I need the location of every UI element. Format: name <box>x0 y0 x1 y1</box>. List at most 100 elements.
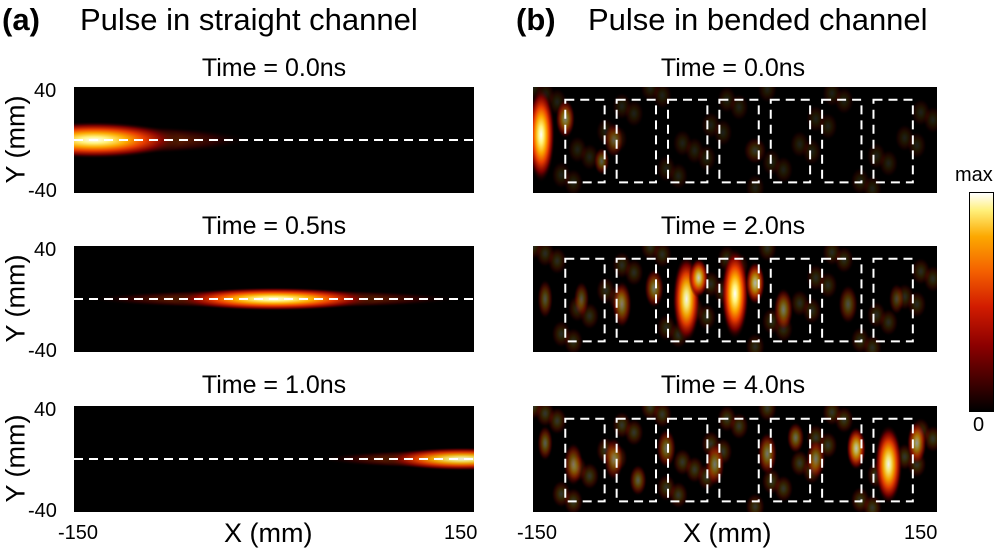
field-hotspot <box>805 439 826 479</box>
colorbar <box>969 192 994 412</box>
panel-b-plot-1 <box>533 87 937 193</box>
field-hotspot <box>773 287 794 332</box>
channel-wall-dashed <box>821 257 863 343</box>
panel-a-plot-2-svg <box>74 246 474 352</box>
y-tick-bottom-3: -40 <box>28 500 57 522</box>
panel-a-x-tick-right: 150 <box>444 522 478 544</box>
panel-b-x-axis-label: X (mm) <box>683 518 772 548</box>
field-speckle <box>834 246 855 274</box>
panel-b-plot-1-svg <box>533 87 937 193</box>
channel-wall-dashed <box>615 257 658 343</box>
y-tick-bottom-1: -40 <box>28 180 57 202</box>
field-hotspot <box>563 442 584 487</box>
field-speckle <box>922 264 937 293</box>
field-hotspot <box>838 284 859 325</box>
field-hotspot <box>757 431 778 476</box>
field-hotspot <box>573 281 590 317</box>
colorbar-max-label: max <box>955 164 993 186</box>
panel-a-title: Pulse in straight channel <box>80 2 418 37</box>
field-speckle <box>801 137 822 166</box>
colorbar-min-label: 0 <box>973 414 985 436</box>
field-speckle <box>773 474 794 503</box>
field-speckle <box>624 418 644 447</box>
field-speckle <box>834 87 855 115</box>
field-hotspot <box>846 426 867 471</box>
field-speckle <box>563 487 584 512</box>
panel-b-time-3: Time = 4.0ns <box>660 371 806 399</box>
field-speckle <box>563 327 584 352</box>
field-speckle <box>563 168 584 193</box>
field-speckle <box>624 99 644 128</box>
panel-a-plot-2 <box>74 246 474 352</box>
y-tick-top-1: 40 <box>34 80 57 102</box>
field-hotspot <box>745 261 766 306</box>
field-speckle <box>773 155 794 184</box>
field-hotspot <box>533 87 556 183</box>
field-hotspot <box>906 421 927 466</box>
channel-wall-dashed <box>769 417 812 503</box>
field-hotspot <box>537 425 554 462</box>
pulse <box>382 447 474 471</box>
panel-a-plot-3-svg <box>74 406 474 512</box>
field-hotspot <box>704 442 725 487</box>
channel-wall-dashed <box>615 417 658 503</box>
field-speckle <box>862 174 883 193</box>
field-hotspot <box>629 464 648 497</box>
panel-a-x-tick-left: -150 <box>58 522 99 544</box>
panel-b-title: Pulse in bended channel <box>588 2 928 37</box>
channel-wall-dashed <box>564 257 606 343</box>
channel-wall-dashed <box>564 417 606 503</box>
y-axis-label-2: Y (mm) <box>0 254 31 343</box>
field-hotspot <box>786 421 805 454</box>
panel-b-x-tick-left: -150 <box>517 522 558 544</box>
y-tick-top-3: 40 <box>34 399 57 421</box>
y-tick-bottom-2: -40 <box>28 340 57 362</box>
panel-a-label: (a) <box>2 2 40 37</box>
panel-a-time-2: Time = 0.5ns <box>201 212 347 240</box>
field-speckle <box>547 246 568 275</box>
field-hotspot <box>888 283 905 315</box>
field-speckle <box>668 481 689 510</box>
panel-b-x-tick-right: 150 <box>904 522 938 544</box>
channel-wall-dashed <box>769 257 812 343</box>
field-speckle <box>878 308 899 337</box>
field-speckle <box>922 105 937 134</box>
field-speckle <box>624 258 644 287</box>
channel-wall-dashed <box>718 257 760 343</box>
field-hotspot <box>688 257 709 298</box>
field-speckle <box>862 333 883 352</box>
field-speckle <box>801 296 822 325</box>
field-speckle <box>652 406 673 429</box>
panel-a-x-axis-label: X (mm) <box>224 518 313 548</box>
panel-a-plot-1-svg <box>74 87 474 193</box>
channel-wall-dashed <box>667 417 709 503</box>
field-hotspot <box>644 268 665 309</box>
channel-wall-dashed <box>667 257 709 343</box>
panel-b-time-1: Time = 0.0ns <box>660 54 806 82</box>
field-speckle <box>862 493 883 512</box>
field-hotspot <box>721 247 749 340</box>
field-hotspot <box>593 147 610 176</box>
field-hotspot <box>603 122 624 158</box>
y-tick-top-2: 40 <box>34 239 57 261</box>
field-hotspot <box>874 424 903 505</box>
channel-wall-dashed <box>769 98 812 184</box>
field-hotspot <box>611 280 632 329</box>
field-hotspot <box>656 428 677 469</box>
panel-b-time-2: Time = 2.0ns <box>660 212 806 240</box>
channel-wall-dashed <box>872 257 914 343</box>
field-speckle <box>817 112 838 141</box>
panel-a-time-1: Time = 0.0ns <box>201 54 347 82</box>
channel-wall-dashed <box>718 98 760 184</box>
field-speckle <box>668 162 689 191</box>
field-speckle <box>579 461 600 490</box>
panel-b-plot-2 <box>533 246 937 352</box>
field-speckle <box>729 412 750 441</box>
channel-wall-dashed <box>872 98 914 184</box>
field-speckle <box>906 290 927 319</box>
field-speckle <box>652 246 673 269</box>
field-speckle <box>834 406 855 434</box>
field-speckle <box>652 87 673 110</box>
channel-wall-dashed <box>718 417 760 503</box>
y-axis-label-1: Y (mm) <box>0 95 31 184</box>
